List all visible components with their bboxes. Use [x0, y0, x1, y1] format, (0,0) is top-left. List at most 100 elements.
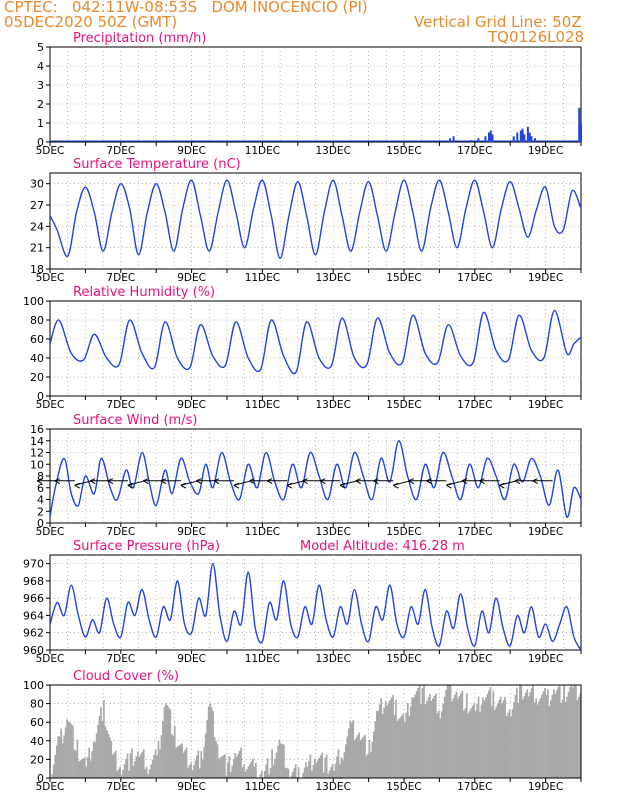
cloud-bar — [445, 689, 447, 778]
cloud-bar — [82, 758, 85, 778]
x-tick-label: 9DEC — [177, 272, 206, 284]
cloud-bar — [277, 746, 279, 778]
cloud-bar — [510, 716, 512, 778]
cloud-bar — [409, 706, 412, 778]
cloud-bar — [473, 703, 475, 778]
cloud-bar — [343, 752, 346, 778]
cloud-bar — [464, 708, 467, 778]
cloud-bar — [265, 764, 268, 778]
header-station: CPTEC: 042:11W-08:53S DOM INOCENCIO (PI) — [4, 0, 368, 16]
chart-title: Surface Pressure (hPa) — [73, 539, 220, 554]
cloud-bar — [151, 759, 154, 778]
y-tick-label: 27 — [30, 199, 44, 212]
wind-arrow-head — [36, 478, 43, 485]
wind-arrow-head — [373, 478, 379, 485]
cloud-bar — [73, 749, 76, 778]
cloud-bar — [163, 706, 166, 778]
cloud-bar — [339, 764, 341, 778]
cloud-bar — [378, 704, 381, 778]
panel-1: 18 21 24 27 30 5DEC 7DEC 9DEC 11DEC 13DEC 15DEC 17D… — [30, 157, 582, 284]
cloud-bar — [153, 754, 155, 778]
cloud-bar — [128, 770, 130, 778]
y-tick-label: 12 — [30, 447, 44, 460]
cloud-bar — [144, 769, 147, 778]
chart-title: Precipitation (mm/h) — [73, 31, 206, 46]
cloud-bar — [123, 764, 126, 778]
cloud-bar — [176, 746, 179, 778]
cloud-bar — [429, 694, 431, 778]
wind-arrow-head — [461, 478, 468, 485]
x-tick-label: 17DEC — [457, 653, 492, 665]
cloud-bar — [383, 707, 386, 778]
cloud-bar — [495, 706, 498, 778]
cloud-bar — [212, 710, 214, 778]
cloud-bar — [358, 732, 360, 778]
cloud-bar — [386, 705, 388, 778]
cloud-bar — [51, 774, 54, 778]
cloud-bar — [173, 725, 176, 778]
cloud-bar — [356, 735, 359, 778]
wind-arrow-head — [143, 478, 149, 485]
cloud-bar — [63, 735, 65, 778]
cloud-bar — [314, 758, 316, 778]
cloud-bar — [324, 757, 327, 778]
cloud-bar — [184, 750, 186, 778]
cloud-bar — [275, 752, 278, 778]
x-tick-label: 5DEC — [36, 272, 65, 284]
cloud-bar — [387, 702, 390, 778]
cloud-bar — [530, 688, 533, 778]
cloud-bar — [576, 700, 579, 778]
cloud-bar — [207, 706, 210, 778]
y-tick-label: 0 — [37, 136, 44, 149]
cloud-bar — [287, 768, 290, 778]
y-tick-label: 970 — [23, 558, 44, 571]
cloud-bar — [244, 771, 247, 778]
cloud-bar — [83, 757, 86, 778]
cloud-bar — [513, 702, 515, 778]
chart-annotation: Model Altitude: 416.28 m — [300, 539, 465, 554]
y-tick-label: 2 — [37, 98, 44, 111]
series-line — [50, 179, 581, 260]
cloud-bar — [421, 688, 424, 778]
cloud-bar — [170, 733, 173, 778]
cloud-bar — [126, 753, 129, 778]
cloud-bar — [80, 759, 83, 778]
cloud-bar — [334, 763, 337, 778]
y-tick-label: 18 — [30, 263, 44, 276]
cloud-bar — [201, 760, 204, 778]
cloud-bar — [122, 769, 124, 778]
cloud-bar — [181, 743, 183, 778]
cloud-bar — [505, 716, 508, 778]
cloud-bar — [280, 743, 282, 778]
wind-arrow-head — [213, 478, 220, 485]
cloud-bar — [162, 721, 164, 778]
cloud-bar — [106, 729, 108, 778]
cloud-bar — [76, 739, 79, 778]
series-line — [50, 562, 581, 650]
cloud-bar — [272, 765, 275, 778]
cloud-bar — [246, 768, 248, 778]
cloud-bar — [504, 696, 506, 778]
cloud-bar — [198, 768, 201, 778]
cloud-bar — [401, 715, 403, 778]
cloud-bar — [333, 770, 335, 778]
cloud-bar — [263, 771, 266, 778]
cloud-bar — [95, 733, 98, 778]
y-tick-label: 0 — [37, 772, 44, 785]
cloud-bar — [193, 765, 195, 778]
cloud-bar — [485, 697, 487, 778]
cloud-bar — [555, 690, 558, 778]
plot-area — [49, 46, 582, 143]
cloud-bar — [312, 764, 315, 778]
cloud-bar — [69, 722, 71, 778]
cloud-bar — [374, 721, 377, 778]
cloud-bar — [458, 695, 461, 778]
cloud-bar — [100, 707, 102, 778]
cloud-bar — [541, 694, 543, 778]
cloud-bar — [353, 740, 356, 778]
y-tick-label: 8 — [37, 470, 44, 483]
cloud-bar — [572, 687, 574, 778]
cloud-bar — [178, 745, 180, 778]
x-tick-label: 11DEC — [245, 781, 280, 793]
y-tick-label: 10 — [30, 458, 44, 471]
